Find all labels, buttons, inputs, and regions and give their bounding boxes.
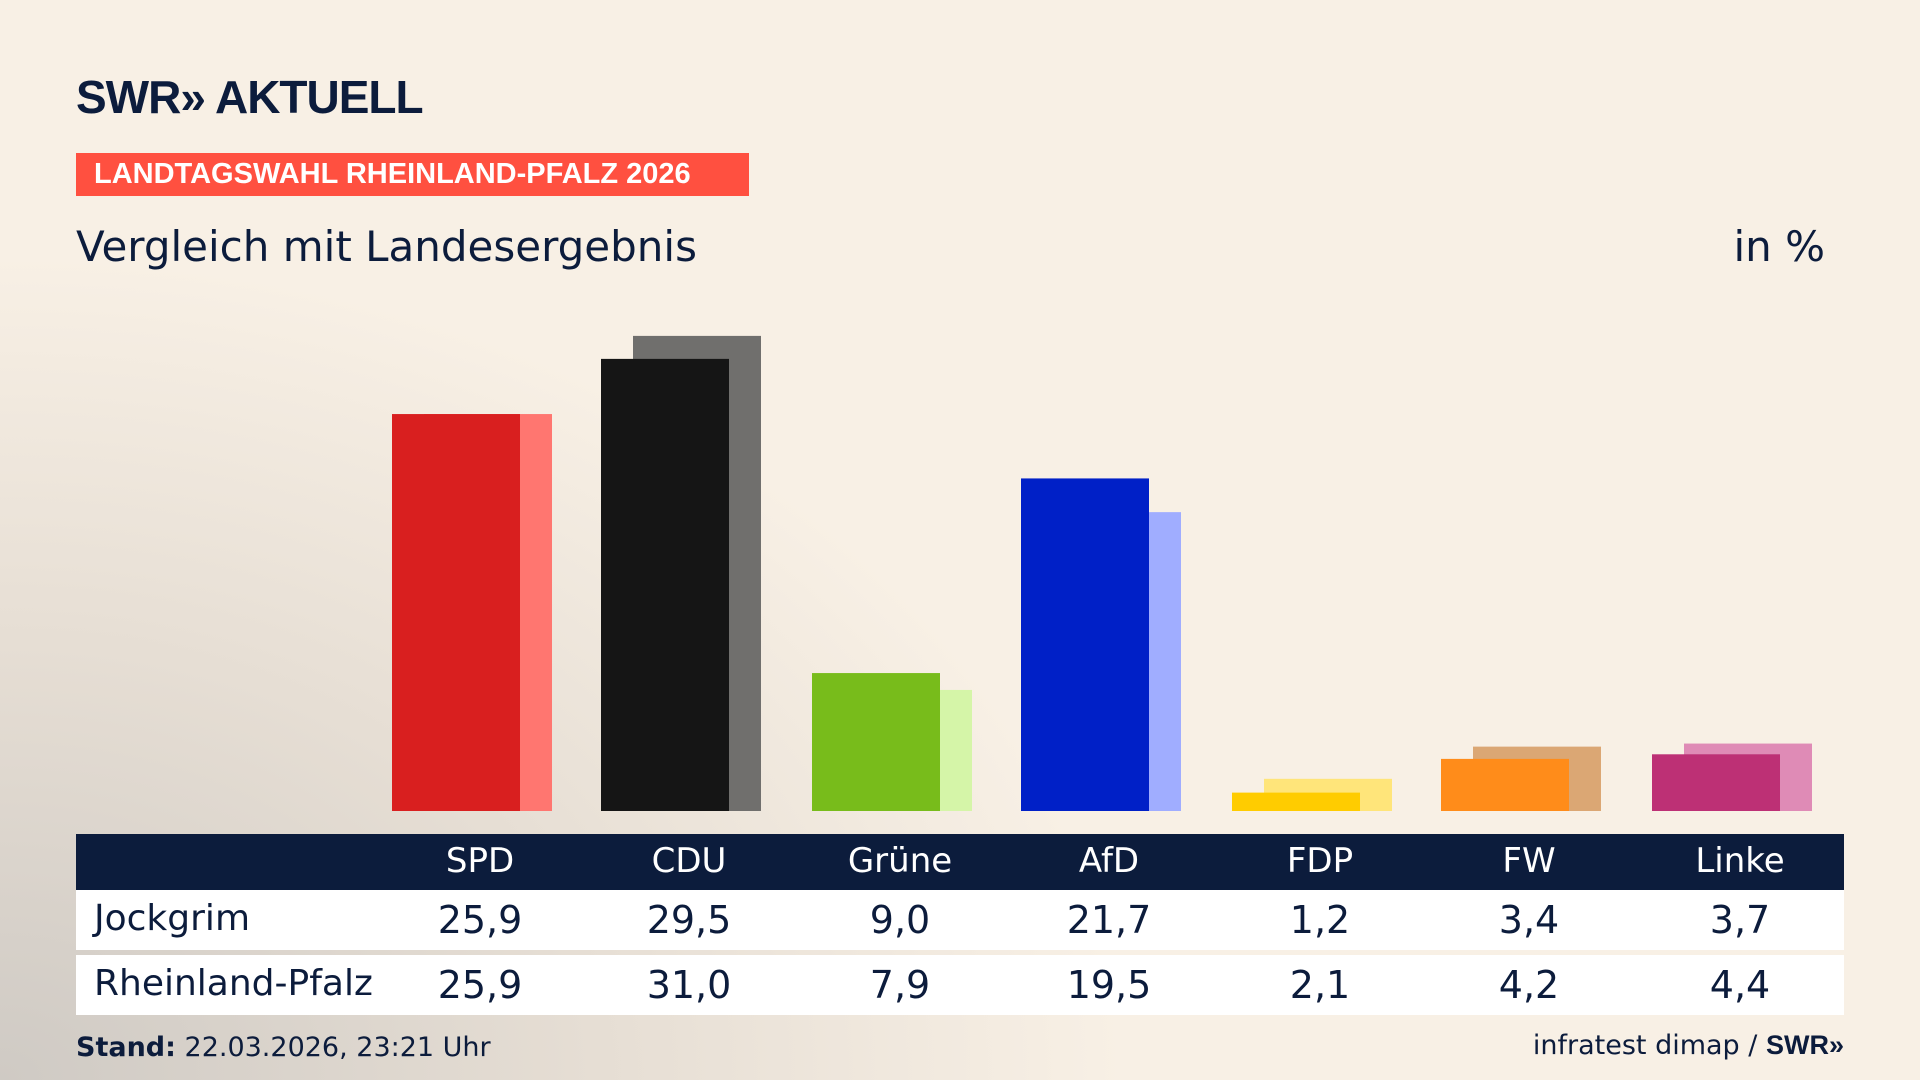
value-cell: 1,2: [1289, 898, 1351, 942]
bar-afd-jockgrim: [1021, 478, 1149, 811]
value-cell: 31,0: [646, 963, 732, 1007]
party-header: FW: [1502, 841, 1556, 881]
table-row-rheinland-pfalz: Rheinland-Pfalz 25,9 31,0 7,9 19,5 2,1 4,2 4,4: [76, 955, 1844, 1015]
bar-fw-jockgrim: [1441, 758, 1569, 811]
table-row-jockgrim: Jockgrim 25,9 29,5 9,0 21,7 1,2 3,4 3,7: [76, 890, 1844, 950]
chart-subtitle: Vergleich mit Landesergebnis: [76, 222, 697, 271]
value-cell: 2,1: [1289, 963, 1351, 1007]
value-cell: 21,7: [1066, 898, 1152, 942]
party-header: AfD: [1078, 841, 1140, 881]
value-cell: 25,9: [437, 898, 523, 942]
value-cell: 4,4: [1709, 963, 1771, 1007]
value-cell: 29,5: [646, 898, 732, 942]
stand-label: Stand:: [76, 1032, 176, 1063]
row-label: Rheinland-Pfalz: [94, 963, 373, 1004]
value-cell: 3,4: [1498, 898, 1560, 942]
value-cell: 19,5: [1066, 963, 1152, 1007]
bar-grüne-jockgrim: [812, 673, 940, 811]
party-header: SPD: [445, 841, 515, 881]
table-header: SPD CDU Grüne AfD FDP FW Linke: [76, 834, 1844, 890]
bar-linke-jockgrim: [1652, 754, 1780, 811]
stand-value: 22.03.2026, 23:21 Uhr: [184, 1032, 491, 1063]
bar-spd-jockgrim: [392, 414, 520, 811]
party-header: FDP: [1286, 841, 1354, 881]
value-cell: 4,2: [1498, 963, 1560, 1007]
bar-chart: [392, 335, 1812, 811]
bar-fdp-jockgrim: [1232, 792, 1360, 811]
value-cell: 7,9: [869, 963, 931, 1007]
swr-logo: SWR»: [1765, 1030, 1844, 1060]
row-label: Jockgrim: [94, 898, 251, 939]
unit-label: in %: [1733, 222, 1825, 271]
value-cell: 9,0: [869, 898, 931, 942]
timestamp: Stand: 22.03.2026, 23:21 Uhr: [76, 1032, 491, 1063]
source-text: infratest dimap /: [1532, 1030, 1758, 1061]
value-cell: 25,9: [437, 963, 523, 1007]
source: infratest dimap / SWR»: [1533, 1030, 1844, 1061]
swr-aktuell-logo: SWR» AKTUELL: [76, 71, 424, 123]
party-header: Grüne: [847, 841, 953, 881]
election-badge: LANDTAGSWAHL RHEINLAND-PFALZ 2026: [76, 153, 749, 196]
bar-cdu-jockgrim: [601, 358, 729, 811]
value-cell: 3,7: [1709, 898, 1771, 942]
party-header: CDU: [651, 841, 727, 881]
party-header: Linke: [1695, 841, 1785, 881]
